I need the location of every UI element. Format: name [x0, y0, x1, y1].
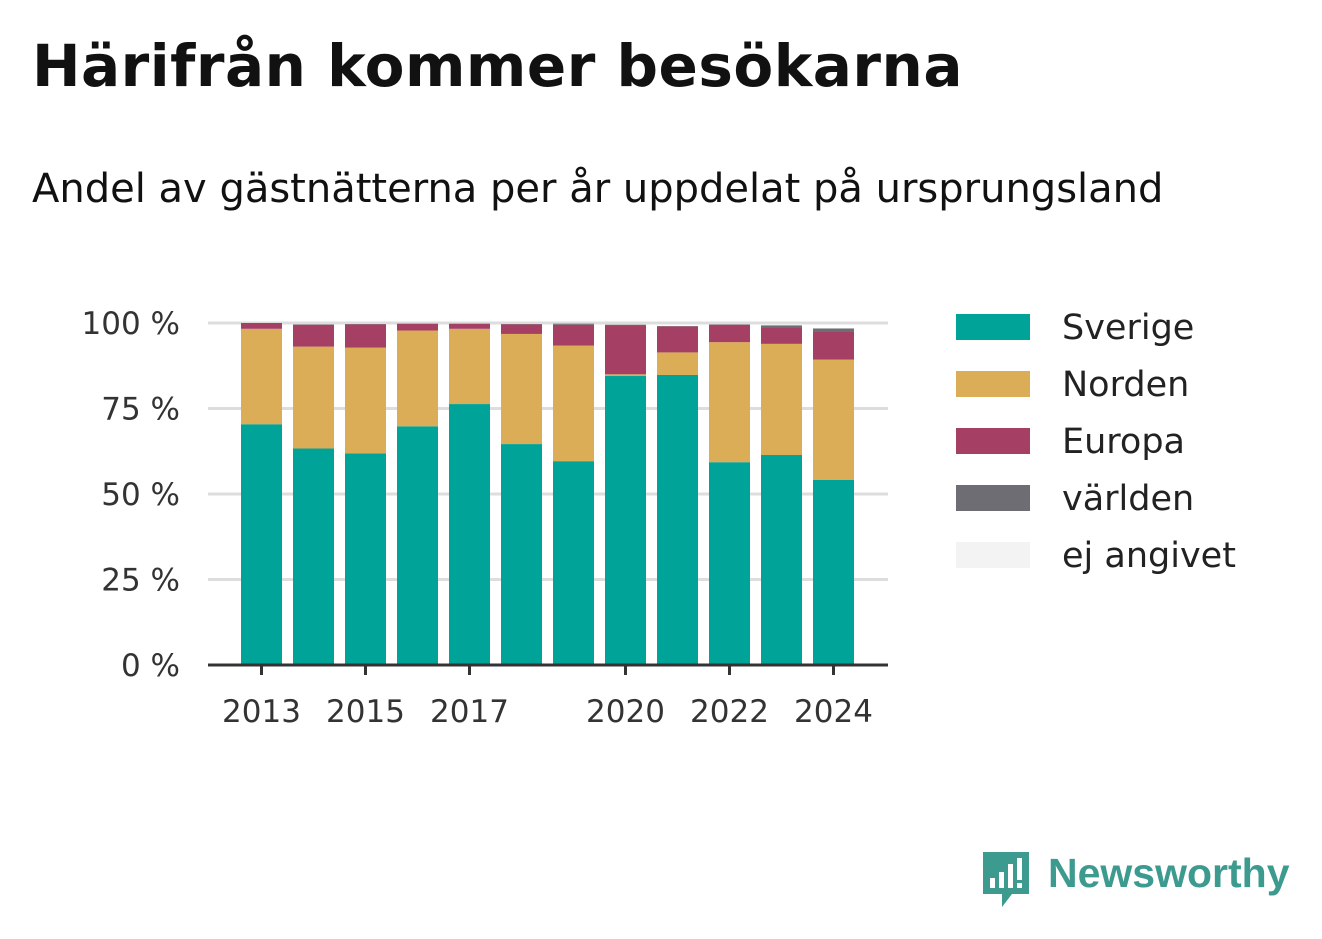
- chart-title: Härifrån kommer besökarna: [32, 32, 963, 100]
- bar-stack-2024: [813, 328, 854, 665]
- bar-segment-Europa-2022: [709, 324, 750, 343]
- legend-label: Europa: [1062, 422, 1185, 462]
- bar-segment-Europa-2023: [761, 327, 802, 344]
- legend-swatch: [956, 371, 1030, 397]
- x-tick-label: 2015: [326, 694, 405, 730]
- bar-segment-Sverige-2017: [449, 404, 490, 665]
- bar-segment-Europa-2020: [605, 325, 646, 375]
- bar-segment-Europa-2016: [397, 323, 438, 331]
- bar-segment-Sverige-2016: [397, 426, 438, 665]
- bar-segment-Sverige-2021: [657, 374, 698, 665]
- bar-segment-Europa-2017: [449, 323, 490, 329]
- legend-label: Norden: [1062, 365, 1190, 405]
- y-tick-label: 50 %: [101, 477, 180, 513]
- legend-label: Sverige: [1062, 308, 1195, 348]
- bar-segment-Sverige-2015: [345, 453, 386, 665]
- bar-segment-Europa-2024: [813, 331, 854, 360]
- bar-segment-Europa-2013: [241, 323, 282, 329]
- bar-segment-världen-2024: [813, 328, 854, 332]
- bar-segment-Sverige-2023: [761, 455, 802, 665]
- y-tick-label: 100 %: [82, 306, 180, 342]
- bar-segment-Norden-2013: [241, 328, 282, 425]
- legend-label: ej angivet: [1062, 536, 1236, 576]
- bar-segment-Europa-2014: [293, 324, 334, 347]
- x-axis-ticks: 2013 2015 2017 2020 2022 2024: [222, 665, 873, 730]
- bar-segment-Sverige-2013: [241, 424, 282, 665]
- bar-segment-Europa-2019: [553, 324, 594, 346]
- bar-stack-2021: [657, 326, 698, 665]
- bar-segment-Norden-2021: [657, 352, 698, 375]
- x-tick-label: 2024: [794, 694, 873, 730]
- bar-segment-Norden-2019: [553, 345, 594, 462]
- chart-subtitle: Andel av gästnätterna per år uppdelat på…: [32, 166, 1164, 212]
- bar-stack-2022: [709, 324, 750, 665]
- bar-segment-Sverige-2019: [553, 461, 594, 665]
- bar-segment-Europa-2015: [345, 324, 386, 348]
- bar-stack-2023: [761, 325, 802, 665]
- bar-segment-Norden-2016: [397, 330, 438, 427]
- bar-segment-Norden-2014: [293, 346, 334, 449]
- bar-stack-2019: [553, 323, 594, 665]
- bar-segment-Norden-2022: [709, 342, 750, 463]
- x-tick-label: 2017: [430, 694, 509, 730]
- bar-segment-världen-2019: [553, 323, 594, 325]
- legend-label: världen: [1062, 479, 1195, 519]
- bar-segment-Sverige-2022: [709, 462, 750, 665]
- bar-stack-2016: [397, 323, 438, 665]
- bars: [241, 323, 854, 665]
- bar-segment-Norden-2020: [605, 374, 646, 377]
- bar-segment-Europa-2018: [501, 324, 542, 334]
- legend-swatch: [956, 542, 1030, 568]
- bar-segment-Europa-2021: [657, 326, 698, 353]
- bar-segment-Sverige-2014: [293, 448, 334, 665]
- bar-stack-2017: [449, 323, 490, 665]
- bar-segment-världen-2023: [761, 325, 802, 328]
- bar-stack-2018: [501, 324, 542, 665]
- bar-segment-Norden-2015: [345, 347, 386, 454]
- bar-stack-2020: [605, 324, 646, 665]
- newsworthy-logo-icon: [983, 852, 1029, 907]
- bar-segment-Sverige-2020: [605, 376, 646, 665]
- x-tick-label: 2022: [690, 694, 769, 730]
- bar-stack-2015: [345, 324, 386, 665]
- y-axis-ticks: 0 % 25 % 50 % 75 % 100 %: [82, 306, 180, 684]
- bar-segment-Sverige-2018: [501, 444, 542, 665]
- bar-segment-Sverige-2024: [813, 479, 854, 665]
- legend-swatch: [956, 314, 1030, 340]
- legend-swatch: [956, 428, 1030, 454]
- brand-name: Newsworthy: [1048, 850, 1290, 896]
- x-tick-label: 2013: [222, 694, 301, 730]
- bar-stack-2014: [293, 324, 334, 665]
- y-tick-label: 25 %: [101, 563, 180, 599]
- y-tick-label: 75 %: [101, 392, 180, 428]
- legend-swatch: [956, 485, 1030, 511]
- bar-stack-2013: [241, 323, 282, 665]
- bar-segment-Norden-2018: [501, 333, 542, 445]
- x-tick-label: 2020: [586, 694, 665, 730]
- bar-segment-Norden-2024: [813, 359, 854, 480]
- bar-segment-Norden-2023: [761, 343, 802, 456]
- bar-segment-Norden-2017: [449, 328, 490, 405]
- y-tick-label: 0 %: [121, 648, 180, 684]
